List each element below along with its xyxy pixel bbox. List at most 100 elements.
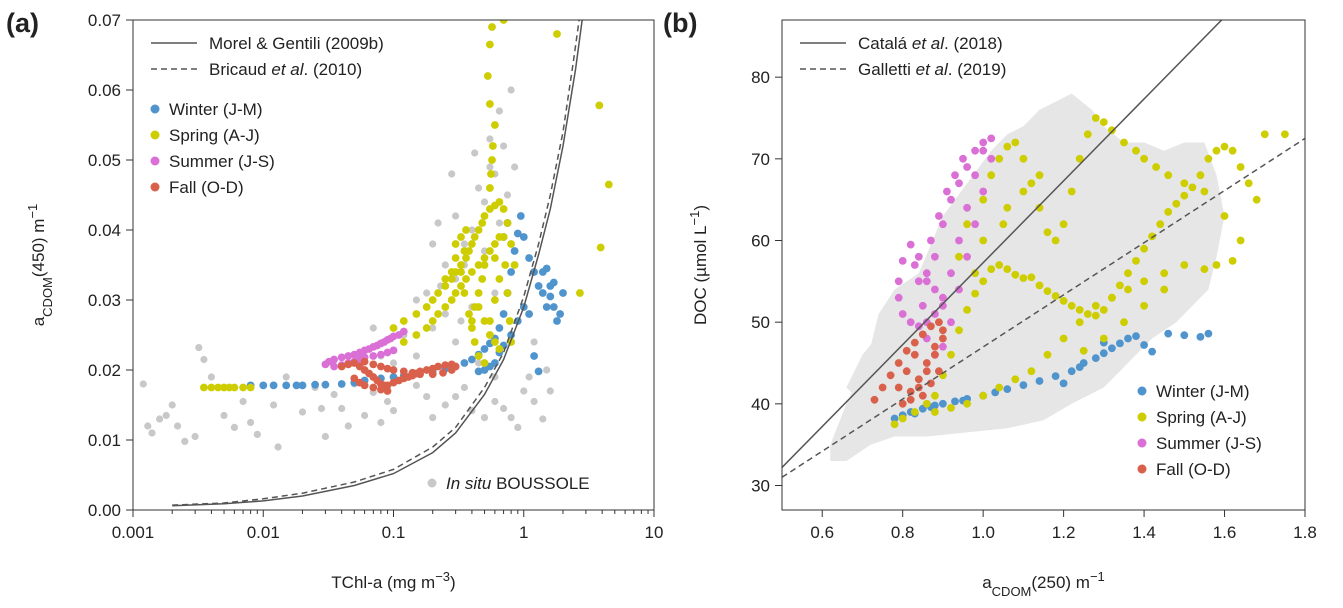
panel-a-spring-point <box>447 296 456 304</box>
panel-a-winter-point <box>480 345 489 353</box>
panel-a-spring-point <box>441 282 450 290</box>
panel-a-spring-point <box>246 383 255 392</box>
panel-b-winter-point <box>951 397 959 406</box>
panel-a-spring-point <box>553 30 561 38</box>
panel-b-spring-point <box>1140 154 1148 163</box>
panel-b-y-tick-label: 60 <box>751 232 770 251</box>
panel-b-x-tick-label: 1.2 <box>1052 523 1076 542</box>
panel-b-spring-point <box>1011 270 1020 279</box>
panel-a-fall-point <box>428 370 437 379</box>
panel-a-winter-point <box>553 317 561 325</box>
panel-a-insitu-point <box>144 422 152 430</box>
panel-a-y-tick-label: 0.04 <box>88 221 121 240</box>
panel-a-spring-point <box>486 247 494 255</box>
panel-a-insitu-point <box>191 432 199 441</box>
panel-a-spring-point <box>451 254 460 262</box>
panel-b-spring-point <box>1124 285 1132 294</box>
panel-a-fall-point <box>350 374 359 383</box>
panel-b-spring-point <box>1108 293 1116 302</box>
panel-a-insitu-point <box>429 324 437 332</box>
panel-b-spring-point <box>1051 292 1060 300</box>
panel-b-spring-point <box>979 236 988 245</box>
panel-b-spring-point <box>971 289 979 298</box>
panel-a-spring-point <box>412 331 421 339</box>
panel-a-fall-point <box>360 357 369 366</box>
panel-a-winter-point <box>542 264 551 273</box>
panel-a-insitu-point <box>361 411 369 420</box>
panel-b-legend-line-label: Galletti et al. (2019) <box>858 60 1006 79</box>
panel-a-insitu-point <box>389 359 398 367</box>
panel-b-summer-point <box>955 179 963 188</box>
panel-a-spring-point <box>399 317 408 325</box>
panel-a-insitu-point <box>423 393 431 401</box>
panel-b-fall-point <box>918 330 927 339</box>
panel-a-y-tick-label: 0.01 <box>88 431 121 450</box>
panel-a-insitu-point <box>480 247 489 255</box>
panel-a-insitu-point <box>377 418 385 427</box>
panel-b-spring-point <box>955 252 963 261</box>
panel-a-insitu-point <box>253 430 261 438</box>
panel-b-summer-point <box>959 154 967 163</box>
panel-a-spring-point <box>480 261 489 269</box>
panel-b-spring-point <box>995 154 1004 163</box>
panel-b-summer-point <box>955 236 963 245</box>
panel-b-spring-point <box>947 350 955 359</box>
panel-b-summer-point <box>939 301 947 310</box>
panel-b-spring-point <box>1236 236 1245 245</box>
panel-a-spring-point <box>491 296 499 304</box>
panel-a-winter-point <box>542 303 551 311</box>
panel-a-spring-point <box>505 317 514 325</box>
panel-b-spring-point <box>931 391 939 400</box>
panel-a-y-tick-label: 0.07 <box>88 11 121 30</box>
panel-b-spring-point <box>1228 257 1237 265</box>
panel-b-spring-point <box>1067 301 1076 310</box>
panel-a-summer-point <box>377 350 385 359</box>
panel-a-winter-point <box>538 289 547 297</box>
panel-b-spring-point <box>1140 277 1148 286</box>
panel-a-legend-season-label: Spring (A-J) <box>169 126 260 145</box>
panel-b-winter-point <box>1116 339 1124 348</box>
panel-b-spring-point <box>1051 236 1060 245</box>
panel-a-insitu-point <box>468 226 476 234</box>
panel-b-winter-point <box>1059 379 1068 388</box>
panel-b-spring-point <box>979 391 988 400</box>
panel-b-spring-point <box>1059 334 1068 343</box>
panel-a-insitu-point <box>148 429 156 437</box>
panel-a-spring-point <box>604 180 613 189</box>
panel-a-summer-point <box>330 355 338 364</box>
panel-b-summer-point <box>898 310 907 318</box>
panel-a-fall-point <box>399 367 408 376</box>
panel-b-x-tick-label: 1.8 <box>1293 523 1317 542</box>
panel-b-summer-point <box>987 154 996 163</box>
panel-b-spring-point <box>1212 146 1221 155</box>
panel-b-spring-point <box>931 408 939 416</box>
panel-a-spring-point <box>503 219 512 227</box>
panel-b-x-tick-label: 1.6 <box>1213 523 1237 542</box>
panel-b-spring-point <box>1003 203 1012 212</box>
panel-a-legend-season-label: Summer (J-S) <box>169 152 275 171</box>
panel-a-spring-point <box>428 317 437 325</box>
panel-a-spring-point <box>478 275 487 283</box>
panel-b-spring-point <box>979 195 988 204</box>
panel-a-insitu-point <box>317 404 326 413</box>
panel-a-spring-point <box>503 289 512 297</box>
panel-b-spring-point <box>1083 310 1092 318</box>
panel-b-spring-point <box>995 261 1004 269</box>
panel-a-fall-point <box>377 362 385 371</box>
panel-a-legend-insitu-label: In situ BOUSSOLE <box>446 474 590 493</box>
panel-a-insitu-point <box>452 393 460 401</box>
panel-a-spring-point <box>491 338 499 346</box>
panel-b-spring-point <box>1035 171 1044 180</box>
panel-a-insitu-point <box>270 401 278 409</box>
panel-a-winter-point <box>546 292 555 301</box>
panel-a-insitu-point <box>460 240 468 248</box>
panel-a-insitu-point <box>274 443 282 451</box>
panel-a-spring-point <box>480 254 489 262</box>
panel-b-spring-point <box>1120 318 1128 327</box>
panel-a-insitu-point <box>247 418 255 427</box>
panel-b-spring-point <box>1164 208 1173 216</box>
panel-a-insitu-point <box>162 411 170 420</box>
panel-b-spring-point <box>987 265 996 273</box>
panel-a-spring-point <box>491 121 499 129</box>
panel-b-spring-point <box>1091 311 1100 320</box>
